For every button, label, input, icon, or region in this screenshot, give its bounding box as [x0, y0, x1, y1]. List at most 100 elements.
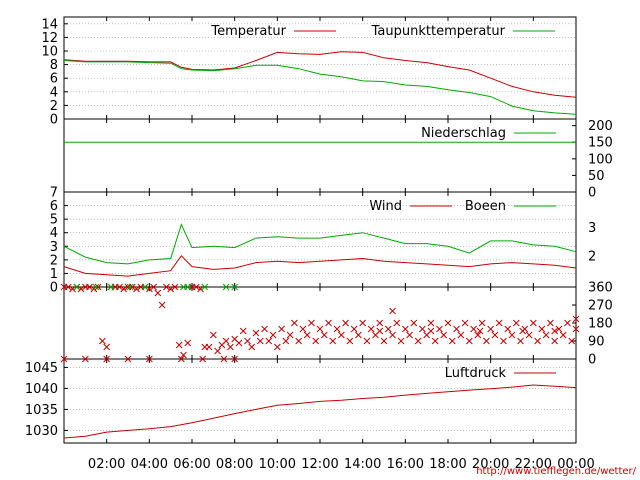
direction-marker: [534, 337, 541, 345]
direction-marker: [295, 337, 303, 345]
y-tick-label: 10: [41, 45, 58, 60]
direction-marker: [542, 331, 550, 339]
direction-marker: [427, 319, 435, 327]
direction-marker: [397, 337, 405, 345]
direction-marker: [478, 319, 486, 327]
direction-marker: [141, 283, 149, 291]
direction-marker: [103, 343, 111, 351]
direction-marker: [77, 285, 85, 293]
direction-marker: [133, 285, 140, 293]
direction-marker: [525, 331, 533, 339]
direction-marker: [538, 325, 546, 333]
legend-temperatur-label: Temperatur: [210, 24, 286, 39]
gridlines: [64, 23, 576, 431]
direction-marker: [64, 283, 72, 291]
x-tick-label: 06:00: [173, 457, 210, 472]
direction-marker: [436, 325, 443, 333]
y-tick-label-right: 50: [588, 169, 605, 184]
direction-marker: [248, 343, 256, 351]
direction-marker: [564, 319, 571, 327]
direction-marker: [519, 327, 527, 335]
x-tick-label: 04:00: [131, 457, 168, 472]
series-temperatur: [63, 51, 577, 98]
direction-marker: [201, 283, 209, 291]
direction-marker: [99, 337, 106, 345]
direction-marker: [389, 307, 396, 315]
direction-marker: [401, 325, 409, 333]
direction-marker: [273, 343, 281, 351]
x-tick-label: 22:00: [515, 457, 552, 472]
direction-marker: [73, 283, 81, 291]
direction-marker: [461, 319, 469, 327]
direction-marker: [431, 337, 439, 345]
direction-marker: [86, 283, 93, 291]
y-tick-label: 7: [50, 186, 58, 201]
direction-marker: [572, 325, 580, 333]
direction-marker: [487, 325, 495, 333]
direction-marker: [350, 325, 358, 333]
direction-marker: [512, 319, 520, 327]
y-tick-label-right: 3: [588, 221, 596, 236]
direction-marker: [299, 325, 307, 333]
y-tick-label: 0: [50, 281, 58, 296]
direction-marker: [572, 315, 580, 323]
direction-marker: [495, 319, 503, 327]
y-tick-label: 2: [50, 99, 58, 114]
credit-url[interactable]: http://www.tiefflegen.de/wetter/: [476, 466, 636, 477]
direction-marker: [180, 351, 187, 359]
y-tick-label-right: 200: [588, 119, 613, 134]
direction-marker: [346, 337, 354, 345]
y-tick-label: 1040: [25, 382, 58, 397]
direction-marker: [150, 283, 157, 291]
y-tick-label-right: 0: [588, 186, 596, 201]
direction-marker: [222, 337, 230, 345]
y-tick-label: 1030: [25, 424, 58, 439]
legends: Temperatur Taupunkttemperatur Niederschlag…: [210, 24, 556, 381]
legend-taupunkt-label: Taupunkttemperatur: [371, 24, 506, 39]
y-tick-label-right: 270: [588, 299, 613, 314]
direction-marker: [410, 319, 418, 327]
y-tick-label: 12: [41, 31, 58, 46]
direction-marker: [145, 355, 153, 363]
y-tick-label-right: 360: [588, 281, 613, 296]
direction-marker: [145, 285, 153, 293]
y-tick-label: 2: [50, 253, 58, 268]
direction-marker: [261, 325, 268, 333]
x-tick-label: 12:00: [301, 457, 338, 472]
direction-marker: [252, 329, 260, 337]
direction-marker: [124, 355, 132, 363]
direction-marker: [286, 331, 294, 339]
direction-marker: [476, 327, 484, 335]
direction-marker: [555, 325, 563, 333]
direction-marker: [265, 337, 273, 345]
y-tick-label: 6: [50, 199, 58, 214]
direction-marker: [269, 331, 277, 339]
direction-marker: [457, 331, 465, 339]
direction-marker: [427, 327, 435, 335]
direction-marker: [444, 319, 452, 327]
direction-marker: [380, 337, 388, 345]
direction-marker: [393, 319, 401, 327]
direction-marker: [333, 325, 341, 333]
direction-marker: [559, 331, 567, 339]
direction-marker: [329, 337, 337, 345]
direction-marker: [491, 331, 499, 339]
direction-marker: [184, 283, 192, 291]
direction-marker: [440, 331, 448, 339]
direction-marker: [316, 325, 324, 333]
direction-marker: [474, 331, 482, 339]
direction-marker: [222, 283, 230, 291]
direction-marker: [199, 355, 207, 363]
direction-marker: [92, 283, 100, 291]
direction-marker: [220, 355, 228, 363]
direction-marker: [209, 331, 217, 339]
direction-marker: [278, 325, 285, 333]
y-tick-label: 1045: [25, 361, 58, 376]
direction-marker: [359, 319, 367, 327]
direction-marker: [547, 319, 554, 327]
direction-marker: [81, 355, 89, 363]
direction-marker: [184, 339, 192, 347]
y-tick-label-right: 90: [588, 335, 605, 350]
legend-niederschlag-label: Niederschlag: [421, 126, 506, 141]
series-luftdruck: [63, 384, 577, 439]
